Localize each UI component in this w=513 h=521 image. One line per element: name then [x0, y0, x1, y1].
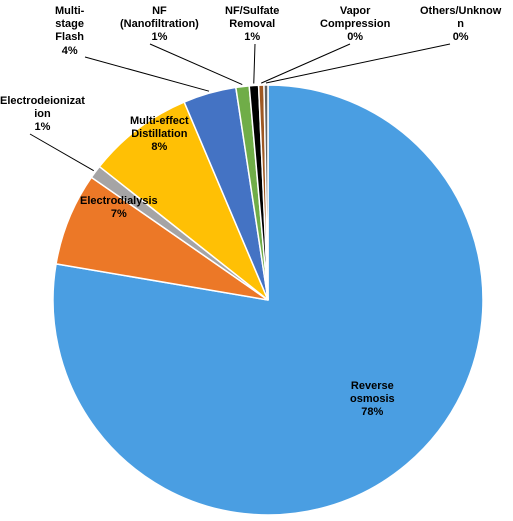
leader-line-others — [266, 44, 450, 83]
slice-label-vapor_compression: Vapor Compression 0% — [320, 5, 390, 45]
slice-label-nf_sulfate: NF/Sulfate Removal 1% — [225, 5, 279, 45]
pie-chart: Reverse osmosis 78% Electrodialysis 7% Ele… — [0, 0, 513, 521]
slice-label-electrodeionization: Electrodeionizat ion 1% — [0, 95, 85, 135]
pie-svg — [0, 0, 513, 521]
slice-label-electrodialysis: Electrodialysis 7% — [80, 195, 158, 221]
slice-label-nf: NF (Nanofiltration) 1% — [120, 5, 199, 45]
slice-label-others: Others/Unknow n 0% — [420, 5, 501, 45]
slice-label-multi_stage_flash: Multi- stage Flash 4% — [55, 5, 84, 58]
leader-line-nf_sulfate — [254, 44, 255, 83]
leader-line-vapor_compression — [261, 44, 350, 83]
slice-label-reverse_osmosis: Reverse osmosis 78% — [350, 380, 395, 420]
slice-label-multi_effect_distillation: Multi-effect Distillation 8% — [130, 115, 189, 155]
leader-line-electrodeionization — [30, 134, 94, 171]
